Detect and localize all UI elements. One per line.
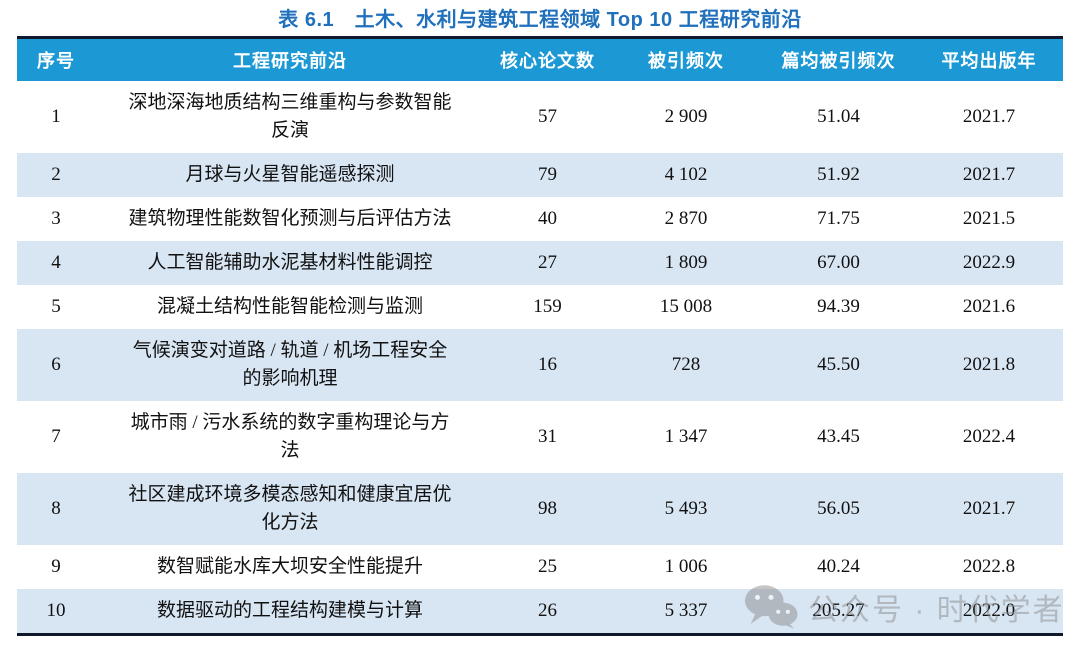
- cell-avg-pub-year: 2022.0: [915, 589, 1063, 633]
- cell-core-papers: 57: [485, 81, 610, 153]
- cell-rank: 1: [17, 81, 95, 153]
- cell-rank: 2: [17, 153, 95, 197]
- cell-rank: 10: [17, 589, 95, 633]
- header-cell-citations: 被引频次: [610, 39, 762, 81]
- cell-front-name: 混凝土结构性能智能检测与监测: [95, 285, 485, 329]
- cell-front-name: 城市雨 / 污水系统的数字重构理论与方法: [95, 401, 485, 473]
- cell-core-papers: 16: [485, 329, 610, 401]
- cell-core-papers: 40: [485, 197, 610, 241]
- table-row: 1 深地深海地质结构三维重构与参数智能反演 57 2 909 51.04 202…: [17, 81, 1063, 153]
- table-row: 4 人工智能辅助水泥基材料性能调控 27 1 809 67.00 2022.9: [17, 241, 1063, 285]
- cell-core-papers: 25: [485, 545, 610, 589]
- header-cell-core-papers: 核心论文数: [485, 39, 610, 81]
- cell-citations-per-paper: 67.00: [762, 241, 915, 285]
- cell-citations-per-paper: 205.27: [762, 589, 915, 633]
- cell-core-papers: 26: [485, 589, 610, 633]
- cell-citations: 5 493: [610, 473, 762, 545]
- cell-citations: 5 337: [610, 589, 762, 633]
- cell-avg-pub-year: 2022.8: [915, 545, 1063, 589]
- cell-core-papers: 31: [485, 401, 610, 473]
- header-cell-front: 工程研究前沿: [95, 39, 485, 81]
- cell-citations-per-paper: 51.04: [762, 81, 915, 153]
- cell-citations: 1 347: [610, 401, 762, 473]
- table-row: 7 城市雨 / 污水系统的数字重构理论与方法 31 1 347 43.45 20…: [17, 401, 1063, 473]
- table-row: 2 月球与火星智能遥感探测 79 4 102 51.92 2021.7: [17, 153, 1063, 197]
- cell-front-name: 月球与火星智能遥感探测: [95, 153, 485, 197]
- cell-avg-pub-year: 2021.7: [915, 153, 1063, 197]
- table-row: 5 混凝土结构性能智能检测与监测 159 15 008 94.39 2021.6: [17, 285, 1063, 329]
- cell-citations-per-paper: 45.50: [762, 329, 915, 401]
- cell-rank: 6: [17, 329, 95, 401]
- cell-citations: 728: [610, 329, 762, 401]
- cell-citations-per-paper: 56.05: [762, 473, 915, 545]
- cell-citations-per-paper: 51.92: [762, 153, 915, 197]
- cell-front-name: 人工智能辅助水泥基材料性能调控: [95, 241, 485, 285]
- data-table-container: 序号 工程研究前沿 核心论文数 被引频次 篇均被引频次 平均出版年 1 深地深海…: [17, 36, 1063, 636]
- cell-citations-per-paper: 40.24: [762, 545, 915, 589]
- cell-avg-pub-year: 2021.7: [915, 473, 1063, 545]
- cell-avg-pub-year: 2021.7: [915, 81, 1063, 153]
- cell-avg-pub-year: 2022.9: [915, 241, 1063, 285]
- cell-core-papers: 159: [485, 285, 610, 329]
- cell-front-name: 数据驱动的工程结构建模与计算: [95, 589, 485, 633]
- cell-rank: 7: [17, 401, 95, 473]
- header-cell-citations-per-paper: 篇均被引频次: [762, 39, 915, 81]
- table-row: 10 数据驱动的工程结构建模与计算 26 5 337 205.27 2022.0: [17, 589, 1063, 633]
- cell-citations: 2 909: [610, 81, 762, 153]
- cell-avg-pub-year: 2021.5: [915, 197, 1063, 241]
- table-row: 9 数智赋能水库大坝安全性能提升 25 1 006 40.24 2022.8: [17, 545, 1063, 589]
- cell-citations: 1 809: [610, 241, 762, 285]
- cell-citations-per-paper: 94.39: [762, 285, 915, 329]
- cell-front-name: 数智赋能水库大坝安全性能提升: [95, 545, 485, 589]
- cell-citations: 2 870: [610, 197, 762, 241]
- cell-rank: 5: [17, 285, 95, 329]
- cell-core-papers: 27: [485, 241, 610, 285]
- cell-front-name: 社区建成环境多模态感知和健康宜居优化方法: [95, 473, 485, 545]
- cell-rank: 3: [17, 197, 95, 241]
- table-body: 1 深地深海地质结构三维重构与参数智能反演 57 2 909 51.04 202…: [17, 81, 1063, 633]
- cell-front-name: 深地深海地质结构三维重构与参数智能反演: [95, 81, 485, 153]
- cell-citations-per-paper: 43.45: [762, 401, 915, 473]
- cell-rank: 9: [17, 545, 95, 589]
- cell-core-papers: 98: [485, 473, 610, 545]
- header-cell-rank: 序号: [17, 39, 95, 81]
- cell-front-name: 建筑物理性能数智化预测与后评估方法: [95, 197, 485, 241]
- cell-avg-pub-year: 2021.8: [915, 329, 1063, 401]
- table-header-row: 序号 工程研究前沿 核心论文数 被引频次 篇均被引频次 平均出版年: [17, 39, 1063, 81]
- cell-citations: 1 006: [610, 545, 762, 589]
- cell-avg-pub-year: 2022.4: [915, 401, 1063, 473]
- table-row: 8 社区建成环境多模态感知和健康宜居优化方法 98 5 493 56.05 20…: [17, 473, 1063, 545]
- cell-rank: 8: [17, 473, 95, 545]
- cell-citations-per-paper: 71.75: [762, 197, 915, 241]
- cell-citations: 4 102: [610, 153, 762, 197]
- header-cell-avg-pub-year: 平均出版年: [915, 39, 1063, 81]
- cell-rank: 4: [17, 241, 95, 285]
- cell-core-papers: 79: [485, 153, 610, 197]
- cell-citations: 15 008: [610, 285, 762, 329]
- data-table: 序号 工程研究前沿 核心论文数 被引频次 篇均被引频次 平均出版年 1 深地深海…: [17, 39, 1063, 633]
- cell-avg-pub-year: 2021.6: [915, 285, 1063, 329]
- table-row: 3 建筑物理性能数智化预测与后评估方法 40 2 870 71.75 2021.…: [17, 197, 1063, 241]
- table-row: 6 气候演变对道路 / 轨道 / 机场工程安全的影响机理 16 728 45.5…: [17, 329, 1063, 401]
- cell-front-name: 气候演变对道路 / 轨道 / 机场工程安全的影响机理: [95, 329, 485, 401]
- table-title: 表 6.1 土木、水利与建筑工程领域 Top 10 工程研究前沿: [278, 9, 802, 31]
